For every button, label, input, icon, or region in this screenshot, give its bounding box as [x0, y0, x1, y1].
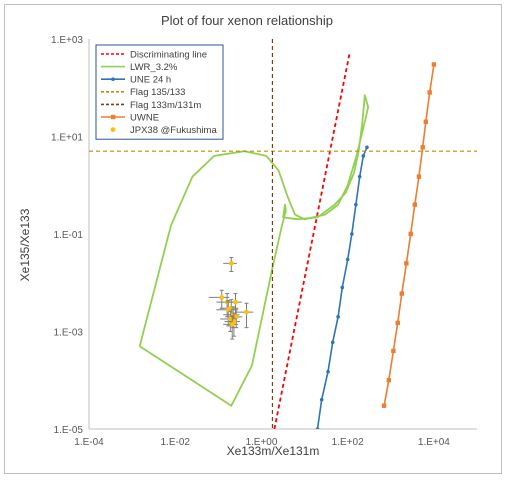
legend-marker-uwne [111, 114, 116, 120]
legend-label: LWR_3.2% [130, 62, 178, 73]
x-tick-label: 1.E+04 [418, 437, 450, 448]
x-axis-title: Xe133m/Xe131m [227, 444, 320, 458]
series-line-discriminating-line [273, 53, 351, 429]
legend-label: JPX38 @Fukushima [130, 125, 217, 136]
legend-label: Flag 135/133 [130, 87, 185, 98]
data-point-une-24-h [319, 397, 324, 402]
legend-label: Flag 133m/131m [130, 100, 201, 111]
x-tick-label: 1.E+00 [245, 437, 277, 448]
data-point-uwne [386, 378, 392, 383]
data-point-uwne [416, 174, 422, 179]
data-point-uwne [391, 348, 396, 354]
y-tick-label: 1.E-03 [54, 328, 84, 339]
data-point-uwne [420, 145, 425, 150]
x-tick-label: 1.E-04 [74, 437, 104, 448]
data-point-une-24-h [357, 174, 362, 179]
series-line-une-24-h [316, 146, 368, 429]
data-point-uwne [395, 320, 400, 326]
data-point-une-24-h [336, 315, 340, 319]
data-point-uwne [381, 403, 387, 408]
series-line-lwr-3-2 [138, 94, 370, 407]
data-point-uwne [427, 90, 432, 95]
y-tick-label: 1.E+03 [51, 35, 83, 46]
y-tick-label: 1.E+01 [51, 133, 83, 144]
chart-title: Plot of four xenon relationship [161, 13, 333, 28]
data-point-une-24-h [330, 340, 335, 345]
data-point-une-24-h [315, 427, 320, 429]
data-point-jpx38-fukushima [244, 309, 249, 315]
y-axis-title: Xe135/Xe133 [18, 208, 32, 281]
data-point-jpx38-fukushima [229, 321, 235, 327]
data-point-une-24-h [345, 257, 350, 262]
data-point-jpx38-fukushima [227, 316, 233, 322]
series-group [89, 39, 477, 429]
data-point-jpx38-fukushima [219, 295, 225, 300]
data-point-jpx38-fukushima [228, 260, 234, 266]
y-tick-label: 1.E-05 [54, 425, 84, 436]
data-point-une-24-h [350, 232, 354, 236]
data-point-uwne [423, 119, 429, 125]
x-tick-label: 1.E-02 [160, 437, 190, 448]
legend-label: UWNE [130, 112, 159, 123]
data-point-une-24-h [361, 154, 366, 158]
legend-label: UNE 24 h [130, 75, 171, 86]
data-point-uwne [404, 261, 409, 266]
data-point-jpx38-fukushima [233, 299, 238, 305]
chart-frame: Plot of four xenon relationship 1.E-04 1.… [4, 4, 502, 474]
data-point-une-24-h [354, 202, 358, 207]
data-point-jpx38-fukushima [233, 314, 239, 320]
data-point-une-24-h [340, 285, 345, 290]
y-tick-label: 1.E-01 [54, 230, 84, 241]
x-tick-label: 1.E+02 [332, 437, 364, 448]
legend-symbol-jpx38-fukushima [110, 127, 116, 132]
data-point-uwne [399, 291, 404, 296]
data-point-uwne [408, 231, 413, 237]
chart: Plot of four xenon relationship 1.E-04 1.… [18, 13, 477, 458]
data-point-une-24-h [365, 145, 369, 150]
data-point-uwne [412, 202, 417, 207]
legend-marker-une-24-h [111, 77, 115, 81]
legend-label: Discriminating line [130, 49, 207, 60]
data-point-uwne [431, 62, 437, 67]
data-point-une-24-h [326, 369, 330, 374]
plot-area: 1.E-04 1.E-02 1.E+00 1.E+02 1.E+04 1.E-05 1.E-… [51, 35, 477, 448]
